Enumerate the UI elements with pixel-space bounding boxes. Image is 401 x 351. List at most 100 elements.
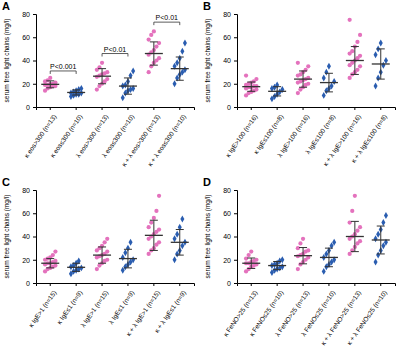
error-cap <box>351 74 359 75</box>
error-cap <box>98 68 106 69</box>
y-tick-mark <box>33 84 36 85</box>
x-tick-mark <box>153 107 154 110</box>
significance-bracket <box>102 54 128 57</box>
x-tick-label: κ + λ FeNO≤25 (n=10) <box>345 289 389 347</box>
x-axis-line <box>238 284 396 287</box>
point <box>157 227 161 231</box>
error-cap <box>46 87 54 88</box>
x-axis: κ IgE>100 (n=16)κ IgE≤100 (n=8)λ IgE>100… <box>224 107 395 168</box>
y-axis: 020406080 <box>223 11 237 111</box>
panel-title: C <box>2 176 10 188</box>
y-tick-mark <box>33 61 36 62</box>
y-tick-label: 80 <box>223 11 231 18</box>
x-tick-mark <box>303 283 304 286</box>
error-whisker <box>303 71 304 87</box>
point <box>379 40 383 47</box>
error-cap <box>299 263 307 264</box>
error-bar <box>150 220 158 250</box>
point <box>105 77 109 81</box>
x-tick-mark <box>102 107 103 110</box>
error-cap <box>124 94 132 95</box>
y-tick: 80 <box>22 187 36 194</box>
y-tick-label: 40 <box>223 57 231 64</box>
point <box>95 87 99 91</box>
error-cap <box>325 266 333 267</box>
error-cap <box>273 269 281 270</box>
error-cap <box>46 267 54 268</box>
point <box>157 240 161 244</box>
y-tick: 0 <box>227 104 237 111</box>
point <box>123 249 127 256</box>
significance-bracket <box>50 71 76 74</box>
x-tick-label: κ + λ eos≤300 (n=10) <box>146 113 188 168</box>
point <box>384 212 388 219</box>
y-tick-mark <box>234 283 237 284</box>
y-tick-mark <box>234 37 237 38</box>
point <box>121 254 125 261</box>
point <box>330 83 334 90</box>
y-tick-mark <box>234 107 237 108</box>
error-cap <box>273 95 281 96</box>
point <box>244 256 248 260</box>
x-tick-mark <box>328 283 329 286</box>
figure: A020406080κ eos>300 (n=13)κ eos≤300 (n=1… <box>0 0 401 351</box>
error-cap <box>247 258 255 259</box>
point <box>249 250 253 254</box>
point <box>322 74 326 81</box>
y-axis-title: serum free light chains (mg/l) <box>3 19 11 103</box>
error-cap <box>247 268 255 269</box>
point <box>376 252 380 259</box>
point <box>374 259 378 266</box>
y-tick-label: 40 <box>22 57 30 64</box>
point <box>173 256 177 263</box>
y-tick: 0 <box>26 280 36 287</box>
error-cap <box>98 83 106 84</box>
point <box>374 235 378 242</box>
error-whisker <box>251 258 252 268</box>
plot: 020406080κ FeNO>25 (n=13)κ FeNO≤25 (n=10… <box>222 187 396 347</box>
y-tick-label: 60 <box>22 210 30 217</box>
point <box>175 231 179 238</box>
error-bar <box>299 248 307 264</box>
point <box>129 239 133 246</box>
point <box>332 78 336 85</box>
error-whisker <box>303 248 304 264</box>
panel: B020406080κ IgE>100 (n=16)κ IgE≤100 (n=8… <box>203 0 396 168</box>
y-tick-mark <box>234 190 237 191</box>
plot: 020406080κ IgE>1 (n=15)κ IgE≤1 (n=9)λ Ig… <box>22 187 194 338</box>
point <box>95 267 99 271</box>
error-whisker <box>153 220 154 250</box>
point <box>173 235 177 242</box>
y-tick: 20 <box>22 256 36 263</box>
y-tick-label: 40 <box>223 233 231 240</box>
error-whisker <box>102 247 103 263</box>
y-tick-mark <box>33 237 36 238</box>
x-tick-mark <box>277 107 278 110</box>
point <box>183 40 187 47</box>
point <box>296 246 300 250</box>
y-tick: 20 <box>22 80 36 87</box>
y-tick-label: 0 <box>227 104 231 111</box>
point <box>350 209 354 213</box>
x-tick-mark <box>102 283 103 286</box>
y-tick-label: 60 <box>22 34 30 41</box>
error-cap <box>325 248 333 249</box>
point <box>157 194 161 198</box>
annotation: P<0.01 <box>156 14 178 21</box>
point <box>100 61 104 65</box>
point <box>147 252 151 256</box>
y-tick: 20 <box>223 256 237 263</box>
y-tick: 40 <box>223 233 237 240</box>
point <box>298 241 302 245</box>
y-tick: 60 <box>223 34 237 41</box>
error-cap <box>273 86 281 87</box>
error-whisker <box>251 82 252 91</box>
x-axis-line <box>37 108 195 111</box>
error-cap <box>351 251 359 252</box>
point <box>350 49 354 53</box>
error-cap <box>176 80 184 81</box>
y-tick-mark <box>234 237 237 238</box>
point <box>358 239 362 243</box>
point <box>154 44 158 48</box>
error-cap <box>124 249 132 250</box>
